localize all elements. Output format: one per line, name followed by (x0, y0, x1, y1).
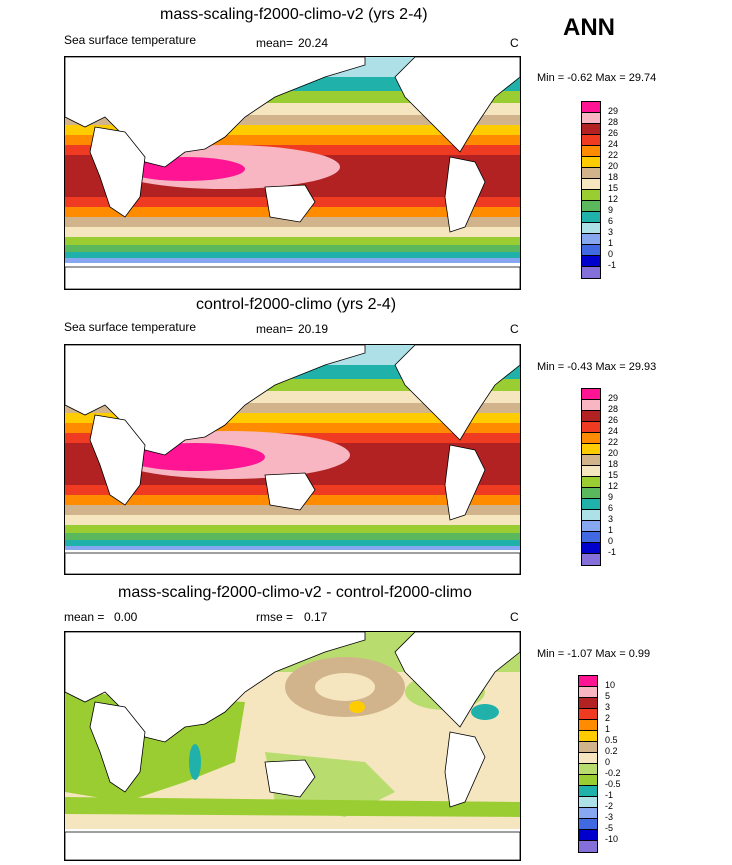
colorbar-tick-label: -5 (605, 823, 614, 833)
panel1-colorbar (581, 101, 601, 279)
colorbar-tick-label: -1 (608, 547, 617, 557)
colorbar-tick-label: 0.2 (605, 746, 618, 756)
colorbar-tick-label: -10 (605, 834, 619, 844)
colorbar-tick-label: -0.2 (605, 768, 621, 778)
panel1-variable-label: Sea surface temperature (64, 33, 197, 47)
panel1-title: mass-scaling-f2000-climo-v2 (yrs 2-4) (160, 6, 428, 23)
colorbar-tick-label: 0 (608, 249, 614, 259)
colorbar-tick-label: 26 (608, 415, 619, 425)
colorbar-tick-label: 24 (608, 426, 619, 436)
colorbar-tick-label: 29 (608, 393, 619, 403)
panel2-colorbar-labels: 29 28 26 24 22 20 18 15 12 9 6 3 1 0 -1 (608, 393, 619, 564)
colorbar-tick-label: 9 (608, 205, 614, 215)
colorbar-tick-label: 26 (608, 128, 619, 138)
panel3-minmax: Min = -1.07 Max = 0.99 (537, 648, 651, 660)
colorbar-tick-label: 18 (608, 459, 619, 469)
panel3-difference-map[interactable] (64, 631, 521, 861)
panel1-colorbar-labels: 29 28 26 24 22 20 18 15 12 9 6 3 1 0 -1 (608, 106, 619, 277)
panel2-colorbar (581, 388, 601, 566)
colorbar-tick-label: 20 (608, 448, 619, 458)
panel3-mean-label: mean = (64, 610, 105, 624)
panel2-title: control-f2000-climo (yrs 2-4) (196, 296, 397, 313)
colorbar-tick-label: 0 (608, 536, 614, 546)
panel3-colorbar (578, 675, 598, 853)
colorbar-tick-label: 9 (608, 492, 614, 502)
colorbar-tick-label: -1 (608, 260, 617, 270)
colorbar-tick-label: 24 (608, 139, 619, 149)
colorbar-tick-label: 1 (608, 238, 614, 248)
colorbar-tick-label: 6 (608, 216, 614, 226)
panel3-colorbar-labels: 10 5 3 2 1 0.5 0.2 0 -0.2 -0.5 -1 -2 -3 … (605, 680, 621, 851)
colorbar-tick-label: 0 (605, 757, 611, 767)
colorbar-tick-label: 12 (608, 194, 619, 204)
colorbar-tick-label: 6 (608, 503, 614, 513)
panel2-sst-map[interactable] (64, 344, 521, 575)
colorbar-tick-label: 1 (608, 525, 614, 535)
colorbar-tick-label: 1 (605, 724, 611, 734)
colorbar-tick-label: -1 (605, 790, 614, 800)
panel2-mean-label: mean= (256, 322, 294, 336)
colorbar-tick-label: 29 (608, 106, 619, 116)
panel3-unit: C (510, 610, 519, 624)
colorbar-tick-label: 12 (608, 481, 619, 491)
panel2-mean-value: 20.19 (298, 322, 329, 336)
panel3-rmse-value: 0.17 (304, 610, 328, 624)
colorbar-tick-label: 5 (605, 691, 611, 701)
panel1-mean-value: 20.24 (298, 36, 329, 50)
colorbar-tick-label: 3 (608, 514, 614, 524)
colorbar-tick-label: -0.5 (605, 779, 621, 789)
panel1-sst-map[interactable] (64, 56, 521, 290)
panel3-mean-value: 0.00 (114, 610, 138, 624)
colorbar-tick-label: 2 (605, 713, 611, 723)
colorbar-tick-label: 20 (608, 161, 619, 171)
panel2-unit: C (510, 322, 519, 336)
colorbar-tick-label: 15 (608, 183, 619, 193)
panel1-mean-label: mean= (256, 36, 294, 50)
season-label: ANN (563, 14, 615, 41)
colorbar-tick-label: 0.5 (605, 735, 618, 745)
colorbar-tick-label: 15 (608, 470, 619, 480)
colorbar-tick-label: -2 (605, 801, 614, 811)
colorbar-tick-label: 3 (608, 227, 614, 237)
colorbar-tick-label: 3 (605, 702, 611, 712)
colorbar-tick-label: 28 (608, 117, 619, 127)
colorbar-tick-label: 10 (605, 680, 616, 690)
colorbar-tick-label: 22 (608, 437, 619, 447)
panel3-rmse-label: rmse = (256, 610, 294, 624)
colorbar-tick-label: -3 (605, 812, 614, 822)
panel1-unit: C (510, 36, 519, 50)
panel1-minmax: Min = -0.62 Max = 29.74 (537, 72, 657, 84)
panel2-minmax: Min = -0.43 Max = 29.93 (537, 361, 657, 373)
colorbar-tick-label: 22 (608, 150, 619, 160)
panel3-title: mass-scaling-f2000-climo-v2 - control-f2… (118, 584, 472, 601)
colorbar-tick-label: 28 (608, 404, 619, 414)
panel2-variable-label: Sea surface temperature (64, 320, 197, 334)
colorbar-tick-label: 18 (608, 172, 619, 182)
